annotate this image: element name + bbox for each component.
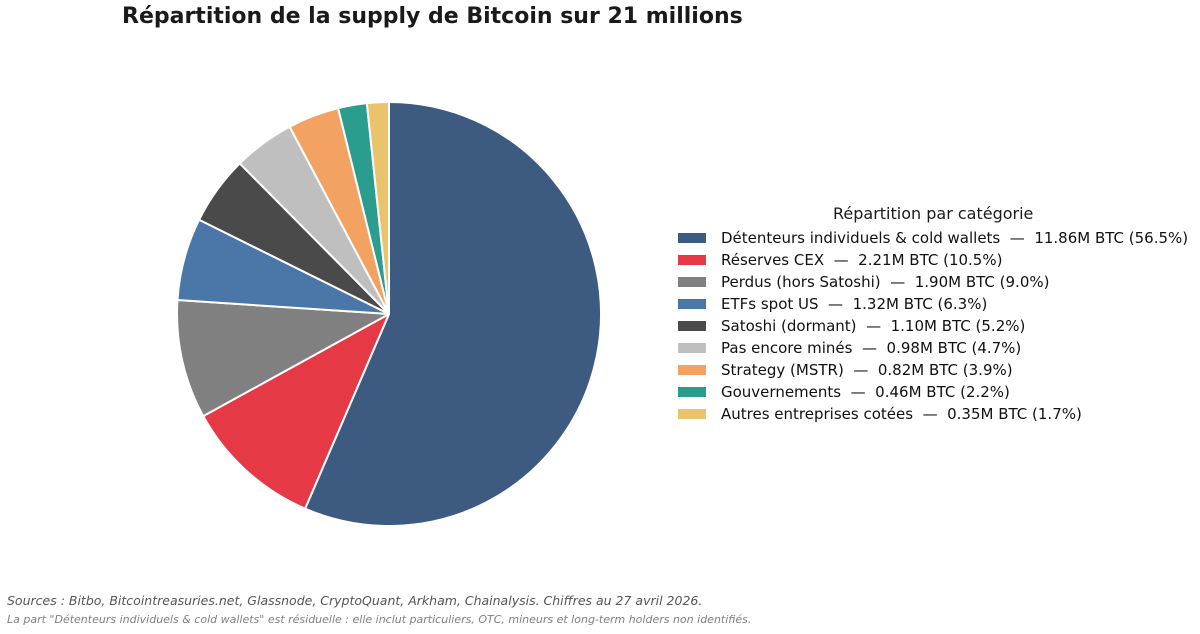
legend-item: Perdus (hors Satoshi) — 1.90M BTC (9.0%) [678,271,1198,293]
legend-label: Gouvernements — 0.46M BTC (2.2%) [721,383,1010,401]
legend-item: Pas encore minés — 0.98M BTC (4.7%) [678,337,1198,359]
legend-title: Répartition par catégorie [833,204,1034,223]
legend-swatch [678,277,706,287]
legend-swatch [678,299,706,309]
sources-footnote: Sources : Bitbo, Bitcointreasuries.net, … [7,593,703,608]
legend: Répartition par catégorie Détenteurs ind… [678,204,1198,425]
legend-item: Gouvernements — 0.46M BTC (2.2%) [678,381,1198,403]
legend-item: Strategy (MSTR) — 0.82M BTC (3.9%) [678,359,1198,381]
legend-label: Strategy (MSTR) — 0.82M BTC (3.9%) [721,361,1013,379]
legend-label: Satoshi (dormant) — 1.10M BTC (5.2%) [721,317,1026,335]
legend-item: Réserves CEX — 2.21M BTC (10.5%) [678,249,1198,271]
pie-slice-1 [202,313,390,510]
chart-title: Répartition de la supply de Bitcoin sur … [122,4,743,29]
legend-swatch [678,321,706,331]
legend-item: Satoshi (dormant) — 1.10M BTC (5.2%) [678,315,1198,337]
legend-item: Détenteurs individuels & cold wallets — … [678,227,1198,249]
legend-swatch [678,387,706,397]
legend-label: ETFs spot US — 1.32M BTC (6.3%) [721,295,988,313]
pie-chart [176,100,602,527]
legend-label: Perdus (hors Satoshi) — 1.90M BTC (9.0%) [721,273,1050,291]
pie-slice-0 [304,101,602,527]
legend-swatch [678,409,706,419]
legend-swatch [678,343,706,353]
legend-item: Autres entreprises cotées — 0.35M BTC (1… [678,403,1198,425]
legend-label: Réserves CEX — 2.21M BTC (10.5%) [721,251,1003,269]
legend-swatch [678,255,706,265]
legend-label: Autres entreprises cotées — 0.35M BTC (1… [721,405,1082,423]
legend-label: Détenteurs individuels & cold wallets — … [721,229,1189,247]
residual-note: La part "Détenteurs individuels & cold w… [7,613,752,626]
pie-slice-2 [176,299,390,418]
legend-swatch [678,233,706,243]
legend-item: ETFs spot US — 1.32M BTC (6.3%) [678,293,1198,315]
legend-swatch [678,365,706,375]
legend-items: Détenteurs individuels & cold wallets — … [678,227,1198,425]
legend-label: Pas encore minés — 0.98M BTC (4.7%) [721,339,1022,357]
pie-slice-8 [365,100,390,315]
